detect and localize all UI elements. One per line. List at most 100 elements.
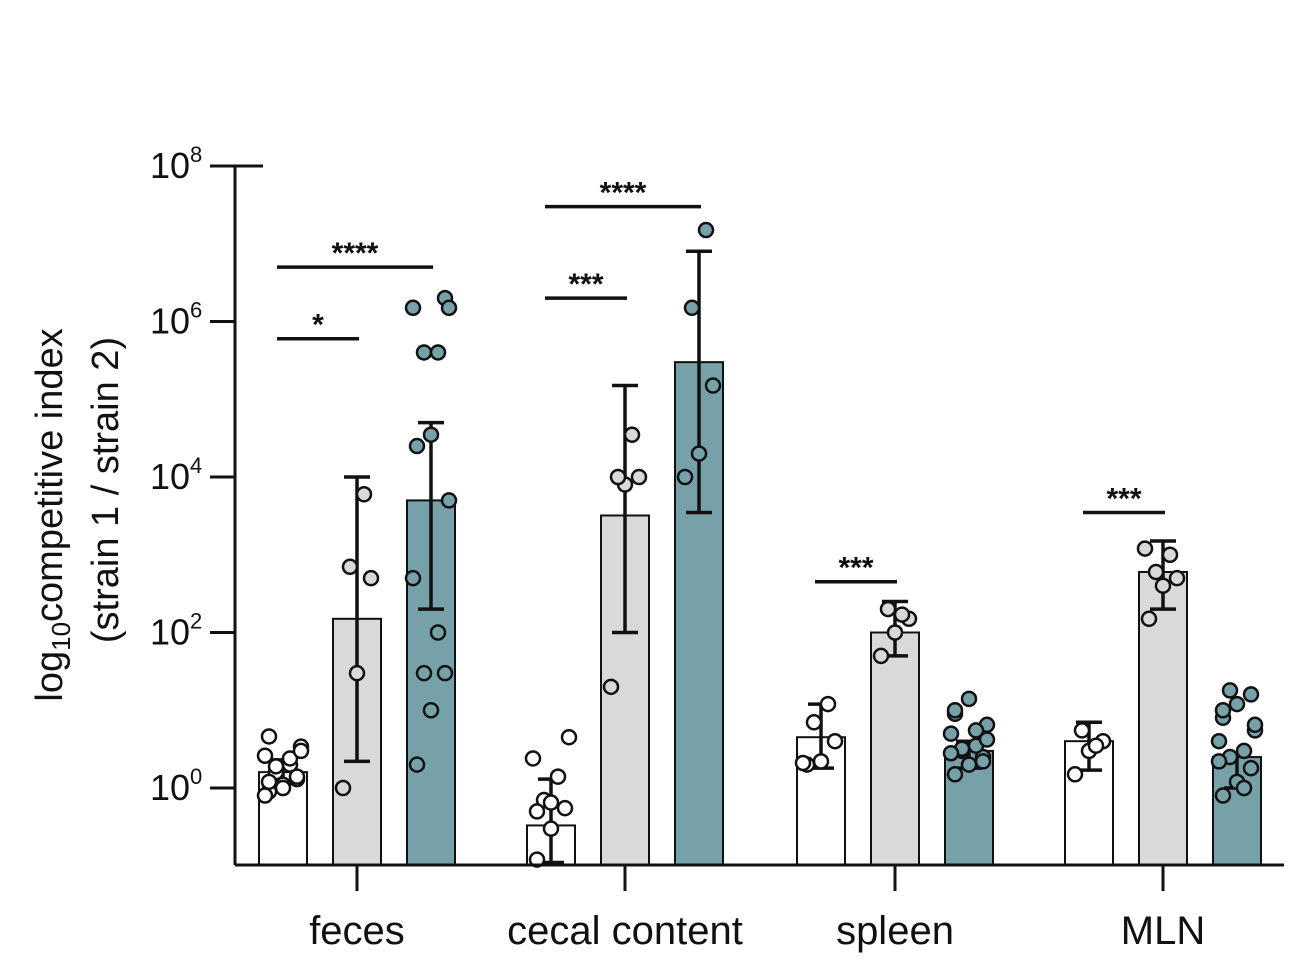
data-point [408, 756, 426, 773]
data-point [697, 221, 715, 239]
data-point [1214, 787, 1232, 804]
data-point [946, 766, 964, 783]
data-point [292, 742, 310, 760]
data-point [690, 445, 708, 462]
data-point [1210, 753, 1228, 770]
data-point [960, 756, 978, 773]
data-point [872, 647, 890, 665]
data-point [1242, 759, 1260, 777]
data-point [422, 702, 440, 719]
data-point [602, 678, 620, 696]
data-point [440, 492, 458, 509]
data-point [1140, 610, 1158, 628]
data-point [942, 725, 960, 742]
data-point [1235, 779, 1253, 797]
significance-label: *** [1106, 482, 1141, 515]
y-tick-label: 100 [150, 764, 202, 808]
data-point [274, 779, 292, 797]
data-point [549, 768, 567, 785]
data-point [1073, 722, 1091, 739]
y-tick-label: 104 [150, 453, 202, 497]
data-point [341, 558, 359, 576]
data-point [1221, 682, 1239, 699]
data-point [676, 468, 694, 486]
y-axis-label-line1: log10competitive index [29, 328, 76, 701]
y-axis-label: log10competitive index (strain 1 / strai… [29, 328, 127, 701]
data-point [946, 702, 964, 719]
data-point [256, 787, 274, 804]
data-point [560, 728, 578, 746]
data-point [879, 600, 897, 618]
data-point [1228, 695, 1246, 713]
x-category-label: MLN [1121, 909, 1205, 953]
data-point [974, 753, 992, 770]
x-category-label: spleen [836, 909, 954, 953]
data-point [1210, 732, 1228, 750]
y-axis-label-line2: (strain 1 / strain 2) [85, 337, 127, 643]
data-point [683, 299, 701, 317]
data-point [408, 437, 426, 455]
data-point [528, 803, 546, 820]
data-point [436, 664, 454, 682]
significance-label: **** [332, 237, 379, 270]
data-point [429, 344, 447, 361]
x-category-label: cecal content [507, 909, 743, 953]
data-point [260, 773, 278, 791]
x-axis: feces cecal content spleen MLN [235, 863, 1284, 953]
data-point [524, 750, 542, 767]
data-point [281, 750, 299, 767]
data-point [623, 426, 641, 443]
data-point [542, 794, 560, 811]
data-point [794, 754, 812, 772]
data-point [355, 485, 373, 503]
data-point [1242, 686, 1260, 703]
data-point [1066, 766, 1084, 783]
data-point [1168, 569, 1186, 587]
data-point [960, 690, 978, 708]
data-point [288, 768, 306, 785]
data-point [256, 747, 274, 764]
data-point [893, 606, 911, 623]
data-point [826, 732, 844, 750]
y-tick-label: 108 [150, 142, 202, 186]
plot-area [256, 221, 1264, 868]
data-point [267, 758, 285, 775]
data-point [404, 569, 422, 587]
data-point [415, 344, 433, 361]
y-axis: 100 102 104 106 108 [150, 142, 263, 865]
data-point [556, 799, 574, 817]
significance-label: **** [600, 177, 647, 210]
data-point [429, 624, 447, 641]
y-tick-label: 102 [150, 609, 202, 653]
data-point [978, 731, 996, 748]
data-point [805, 714, 823, 731]
data-point [1087, 737, 1105, 754]
data-point [1136, 540, 1154, 557]
y-tick-label: 106 [150, 298, 202, 342]
data-point [812, 753, 830, 770]
data-point [704, 377, 722, 394]
data-point [1161, 546, 1179, 563]
data-point [819, 695, 837, 713]
data-point [1154, 577, 1172, 594]
data-point [528, 851, 546, 868]
significance-label: * [312, 309, 324, 342]
data-point [334, 779, 352, 797]
significance-annotations: ****************** [277, 177, 1165, 585]
data-point [1246, 716, 1264, 734]
bar [870, 631, 920, 866]
data-point [422, 426, 440, 443]
data-point [260, 728, 278, 745]
data-point [1214, 702, 1232, 719]
x-category-label: feces [309, 909, 405, 953]
data-point [404, 299, 422, 317]
data-point [348, 664, 366, 682]
data-point [942, 744, 960, 762]
data-point [362, 569, 380, 587]
significance-label: *** [568, 268, 603, 301]
data-point [542, 820, 560, 837]
data-point [967, 722, 985, 739]
data-point [415, 664, 433, 682]
data-point [1235, 742, 1253, 760]
